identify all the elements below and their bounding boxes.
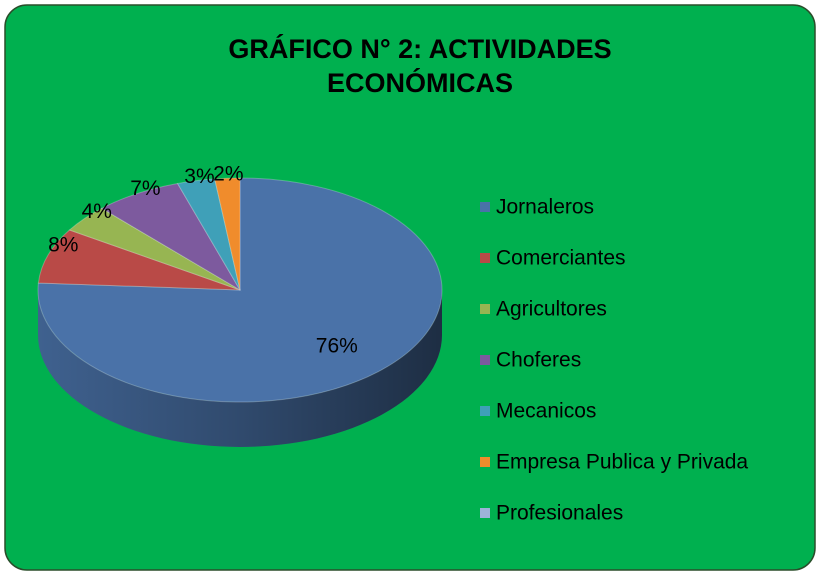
legend-swatch [480,253,490,263]
legend-label: Jornaleros [496,196,594,219]
legend-swatch [480,406,490,416]
slice-side-shade [38,290,442,447]
legend-label: Mecanicos [496,400,596,423]
legend-label: Profesionales [496,502,623,525]
data-label: 3% [184,165,214,188]
legend-swatch [480,304,490,314]
data-label: 2% [213,163,243,186]
data-label: 4% [82,200,112,223]
slice [37,229,241,291]
data-label: 7% [130,177,160,200]
slice [37,177,443,403]
legend-label: Agricultores [496,298,607,321]
legend-label: Comerciantes [496,247,626,270]
legend-swatch [480,457,490,467]
legend-label: Empresa Publica y Privada [496,451,748,474]
data-label: 8% [48,234,78,257]
legend-swatch [480,355,490,365]
chart-title: GRÁFICO N° 2: ACTIVIDADES ECONÓMICAS [228,34,612,98]
legend-label: Choferes [496,349,581,372]
legend-swatch [480,202,490,212]
slice [100,182,242,292]
slice [68,207,241,291]
slice [176,178,241,291]
data-label: 76% [316,335,358,358]
slice [214,177,241,291]
legend-swatch [480,508,490,518]
